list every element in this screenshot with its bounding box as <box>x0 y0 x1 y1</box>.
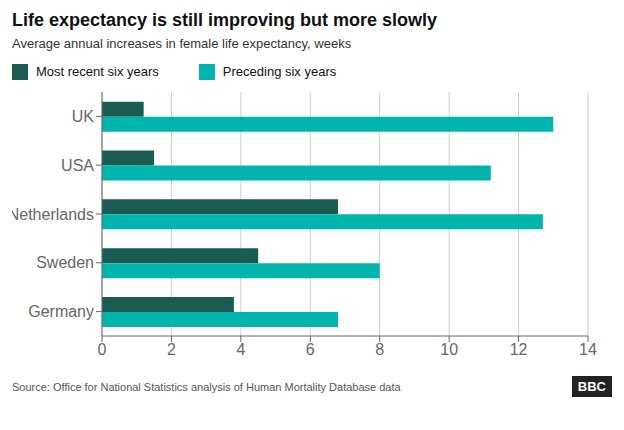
svg-text:0: 0 <box>98 341 107 358</box>
html-text:Preceding six years: Preceding six years <box>222 64 337 79</box>
svg-text:UK: UK <box>72 108 95 125</box>
html-text:Average annual increases in fe: Average annual increases in female life … <box>12 36 352 51</box>
svg-text:8: 8 <box>375 341 384 358</box>
html-text:Most recent six years: Most recent six years <box>36 64 159 79</box>
svg-text:Sweden: Sweden <box>36 254 94 271</box>
svg-text:14: 14 <box>579 341 597 358</box>
svg-text:Netherlands: Netherlands <box>12 206 94 223</box>
svg-text:2: 2 <box>167 341 176 358</box>
html-text:Life expectancy is still impro: Life expectancy is still improving but m… <box>12 10 438 30</box>
svg-text:10: 10 <box>440 341 458 358</box>
html-text:Source: Office for National St: Source: Office for National Statistics a… <box>12 380 401 393</box>
svg-text:USA: USA <box>61 157 94 174</box>
svg-text:12: 12 <box>510 341 528 358</box>
svg-text:Germany: Germany <box>28 303 94 320</box>
svg-text:4: 4 <box>236 341 245 358</box>
svg-text:6: 6 <box>306 341 315 358</box>
html-text:BBC: BBC <box>577 379 606 394</box>
